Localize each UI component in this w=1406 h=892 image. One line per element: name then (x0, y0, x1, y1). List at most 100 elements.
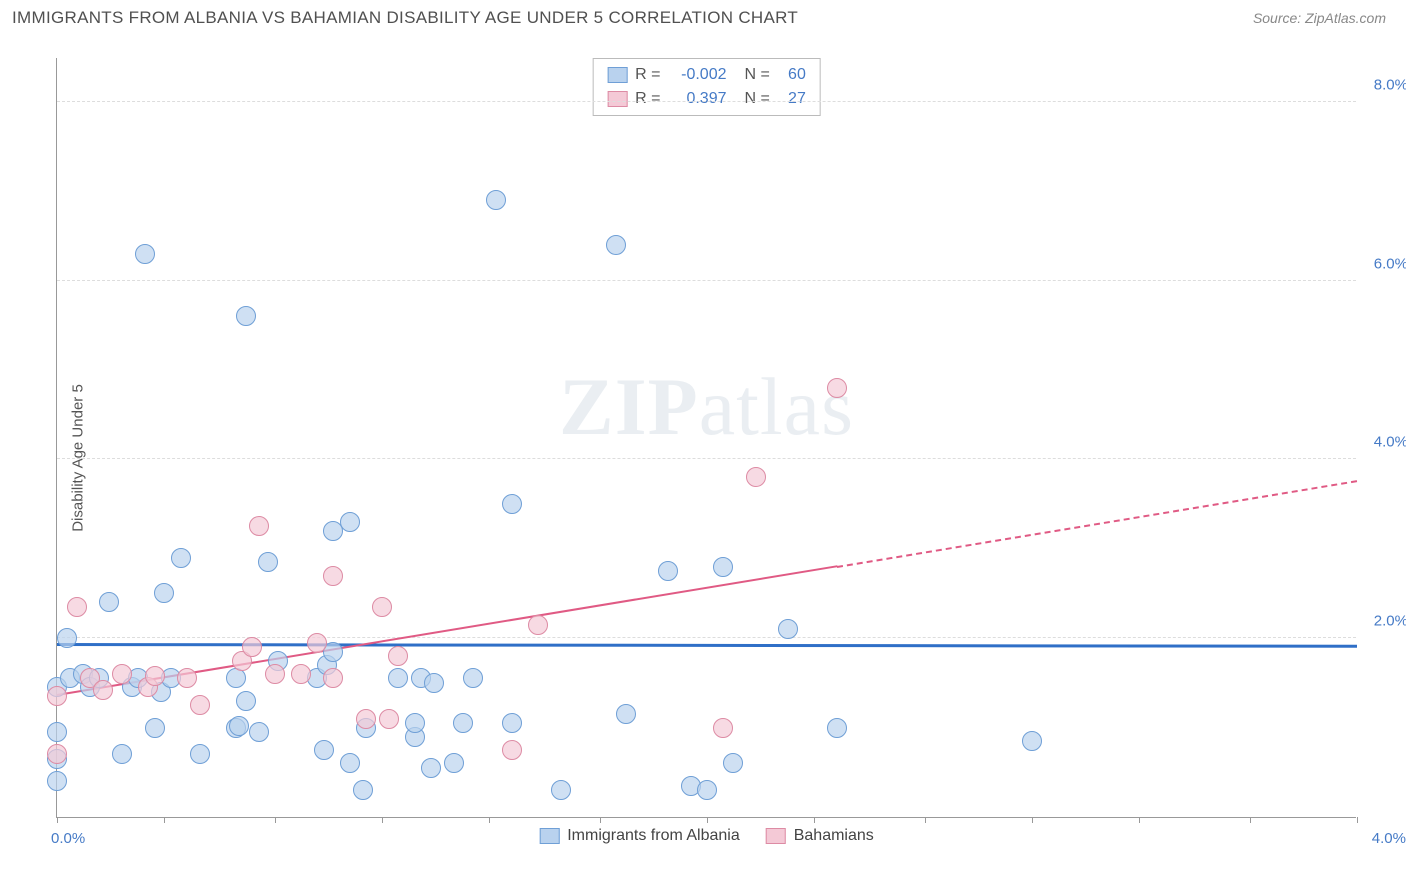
gridline (57, 458, 1356, 459)
legend-series-item: Bahamians (766, 827, 874, 845)
y-tick-label: 6.0% (1374, 255, 1406, 272)
source-name: ZipAtlas.com (1305, 10, 1386, 26)
watermark-rest: atlas (699, 361, 854, 452)
x-tick-label-right: 4.0% (1372, 830, 1406, 847)
data-point (226, 668, 246, 688)
data-point (353, 780, 373, 800)
data-point (453, 713, 473, 733)
x-tick-mark (925, 817, 926, 823)
data-point (372, 597, 392, 617)
data-point (616, 704, 636, 724)
data-point (421, 758, 441, 778)
data-point (258, 552, 278, 572)
data-point (291, 664, 311, 684)
x-tick-mark (1250, 817, 1251, 823)
data-point (190, 695, 210, 715)
data-point (236, 306, 256, 326)
legend-series: Immigrants from Albania Bahamians (539, 827, 874, 845)
data-point (229, 716, 249, 736)
data-point (323, 566, 343, 586)
data-point (67, 597, 87, 617)
data-point (502, 494, 522, 514)
data-point (340, 753, 360, 773)
legend-stat-row: R =-0.002N =60 (607, 63, 806, 87)
data-point (249, 516, 269, 536)
r-label: R = (635, 87, 660, 111)
data-point (658, 561, 678, 581)
watermark-bold: ZIP (559, 361, 699, 452)
data-point (112, 744, 132, 764)
chart-header: IMMIGRANTS FROM ALBANIA VS BAHAMIAN DISA… (0, 0, 1406, 32)
data-point (249, 722, 269, 742)
data-point (314, 740, 334, 760)
n-label: N = (745, 87, 770, 111)
gridline (57, 280, 1356, 281)
legend-swatch (607, 91, 627, 107)
data-point (265, 664, 285, 684)
data-point (528, 615, 548, 635)
data-point (356, 709, 376, 729)
data-point (827, 378, 847, 398)
data-point (388, 668, 408, 688)
data-point (112, 664, 132, 684)
x-tick-mark (382, 817, 383, 823)
x-tick-mark (275, 817, 276, 823)
legend-swatch (539, 828, 559, 844)
plot-area: ZIPatlas R =-0.002N =60R =0.397N =27 Imm… (56, 58, 1356, 818)
x-tick-mark (1139, 817, 1140, 823)
legend-stats: R =-0.002N =60R =0.397N =27 (592, 58, 821, 116)
data-point (723, 753, 743, 773)
data-point (746, 467, 766, 487)
y-tick-label: 2.0% (1374, 613, 1406, 630)
y-tick-label: 8.0% (1374, 76, 1406, 93)
data-point (177, 668, 197, 688)
data-point (388, 646, 408, 666)
legend-stat-row: R =0.397N =27 (607, 87, 806, 111)
x-tick-mark (707, 817, 708, 823)
x-tick-mark (600, 817, 601, 823)
x-tick-mark (814, 817, 815, 823)
data-point (463, 668, 483, 688)
n-label: N = (745, 63, 770, 87)
legend-swatch (607, 67, 627, 83)
data-point (551, 780, 571, 800)
chart-container: Disability Age Under 5 ZIPatlas R =-0.00… (12, 38, 1392, 878)
data-point (340, 512, 360, 532)
data-point (502, 740, 522, 760)
data-point (190, 744, 210, 764)
data-point (778, 619, 798, 639)
data-point (697, 780, 717, 800)
data-point (57, 628, 77, 648)
source-attribution: Source: ZipAtlas.com (1253, 10, 1386, 26)
data-point (1022, 731, 1042, 751)
data-point (713, 557, 733, 577)
x-tick-mark (489, 817, 490, 823)
gridline (57, 101, 1356, 102)
source-prefix: Source: (1253, 10, 1305, 26)
data-point (145, 666, 165, 686)
data-point (93, 680, 113, 700)
x-tick-label-left: 0.0% (51, 830, 85, 847)
data-point (145, 718, 165, 738)
data-point (405, 713, 425, 733)
chart-title: IMMIGRANTS FROM ALBANIA VS BAHAMIAN DISA… (12, 8, 798, 28)
x-tick-mark (1357, 817, 1358, 823)
y-tick-label: 4.0% (1374, 434, 1406, 451)
data-point (135, 244, 155, 264)
data-point (827, 718, 847, 738)
legend-series-label: Immigrants from Albania (567, 827, 740, 845)
x-tick-mark (164, 817, 165, 823)
data-point (502, 713, 522, 733)
data-point (379, 709, 399, 729)
data-point (99, 592, 119, 612)
data-point (424, 673, 444, 693)
x-tick-mark (57, 817, 58, 823)
x-tick-mark (1032, 817, 1033, 823)
r-value: 0.397 (669, 87, 727, 111)
data-point (307, 633, 327, 653)
data-point (47, 744, 67, 764)
data-point (47, 722, 67, 742)
data-point (236, 691, 256, 711)
r-label: R = (635, 63, 660, 87)
r-value: -0.002 (669, 63, 727, 87)
